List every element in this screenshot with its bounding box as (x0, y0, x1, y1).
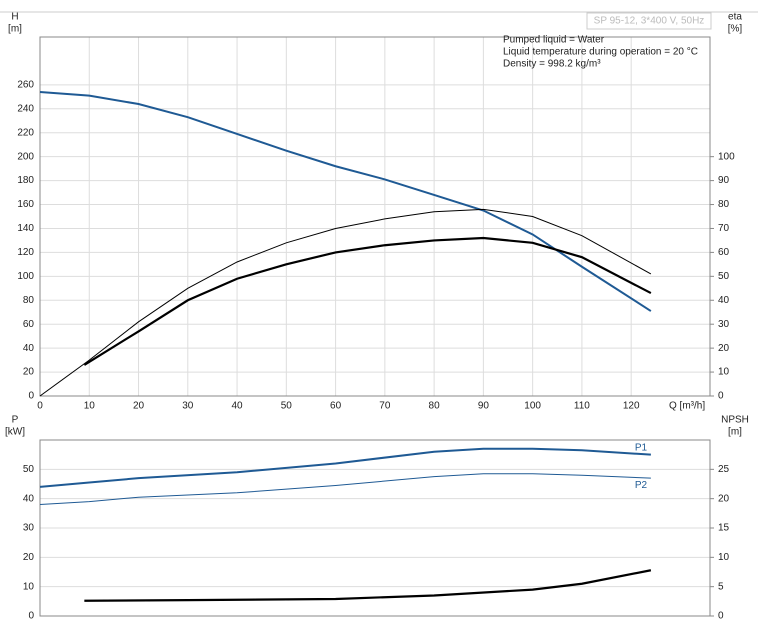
x-tick-label: 20 (133, 401, 145, 412)
curve (39, 208, 652, 397)
y2-tick-label: 0 (718, 391, 724, 402)
x-tick-label: 60 (330, 401, 342, 412)
annotation: Liquid temperature during operation = 20… (503, 47, 698, 58)
x-tick-label: 50 (281, 401, 293, 412)
y2-axis-label: [m] (728, 427, 742, 438)
y2-tick-label: 50 (718, 271, 730, 282)
x-tick-label: 70 (379, 401, 391, 412)
y2-tick-label: 70 (718, 223, 730, 234)
y2-tick-label: 30 (718, 319, 730, 330)
y-tick-label: 260 (17, 80, 34, 91)
y-axis-label: [m] (8, 24, 22, 35)
y2-tick-label: 40 (718, 295, 730, 306)
y-axis-label: [kW] (5, 427, 25, 438)
y2-tick-label: 80 (718, 199, 730, 210)
y-tick-label: 30 (23, 523, 35, 534)
x-tick-label: 30 (182, 401, 194, 412)
y-tick-label: 160 (17, 199, 34, 210)
y2-tick-label: 90 (718, 175, 730, 186)
y-tick-label: 120 (17, 247, 34, 258)
plot-frame (39, 36, 711, 397)
y-axis-label: H (11, 12, 18, 23)
annotation: Density = 998.2 kg/m³ (503, 59, 601, 70)
y2-tick-label: 5 (718, 581, 724, 592)
y2-axis-label: eta (728, 12, 742, 23)
y2-tick-label: 10 (718, 367, 730, 378)
y-tick-label: 100 (17, 271, 34, 282)
curve (83, 236, 652, 366)
annotation: Pumped liquid = Water (503, 35, 605, 46)
y2-tick-label: 100 (718, 151, 735, 162)
curve-label: P2 (635, 480, 648, 491)
y2-tick-label: 25 (718, 464, 730, 475)
y-tick-label: 80 (23, 295, 35, 306)
x-tick-label: 10 (84, 401, 96, 412)
y-tick-label: 200 (17, 151, 34, 162)
y2-axis-label: NPSH (721, 415, 749, 426)
y-tick-label: 20 (23, 552, 35, 563)
y-tick-label: 140 (17, 223, 34, 234)
y-tick-label: 20 (23, 367, 35, 378)
y2-tick-label: 0 (718, 611, 724, 622)
x-tick-label: 90 (478, 401, 490, 412)
y-tick-label: 0 (28, 611, 34, 622)
y2-tick-label: 60 (718, 247, 730, 258)
y-axis-label: P (12, 415, 19, 426)
x-tick-label: 0 (37, 401, 43, 412)
curve (39, 473, 651, 506)
y2-tick-label: 20 (718, 343, 730, 354)
x-tick-label: 80 (429, 401, 441, 412)
x-axis-label: Q [m³/h] (669, 401, 705, 412)
badge: SP 95-12, 3*400 V, 50Hz (594, 16, 705, 27)
y-tick-label: 240 (17, 103, 34, 114)
y2-tick-label: 20 (718, 493, 730, 504)
badge-box (586, 12, 712, 30)
y-tick-label: 220 (17, 127, 34, 138)
y2-tick-label: 15 (718, 523, 730, 534)
x-tick-label: 110 (574, 401, 590, 412)
x-tick-label: 40 (231, 401, 243, 412)
curve-label: P1 (635, 442, 648, 453)
y-tick-label: 50 (23, 464, 35, 475)
x-tick-label: 100 (524, 401, 541, 412)
y-tick-label: 60 (23, 319, 35, 330)
y-tick-label: 40 (23, 343, 35, 354)
y-tick-label: 180 (17, 175, 34, 186)
y2-axis-label: [%] (728, 24, 743, 35)
y-tick-label: 40 (23, 493, 35, 504)
curve (39, 447, 651, 488)
y-tick-label: 0 (28, 391, 34, 402)
x-tick-label: 120 (623, 401, 640, 412)
y-tick-label: 10 (23, 581, 35, 592)
y2-tick-label: 10 (718, 552, 730, 563)
curve (84, 569, 652, 602)
curve (39, 91, 652, 312)
